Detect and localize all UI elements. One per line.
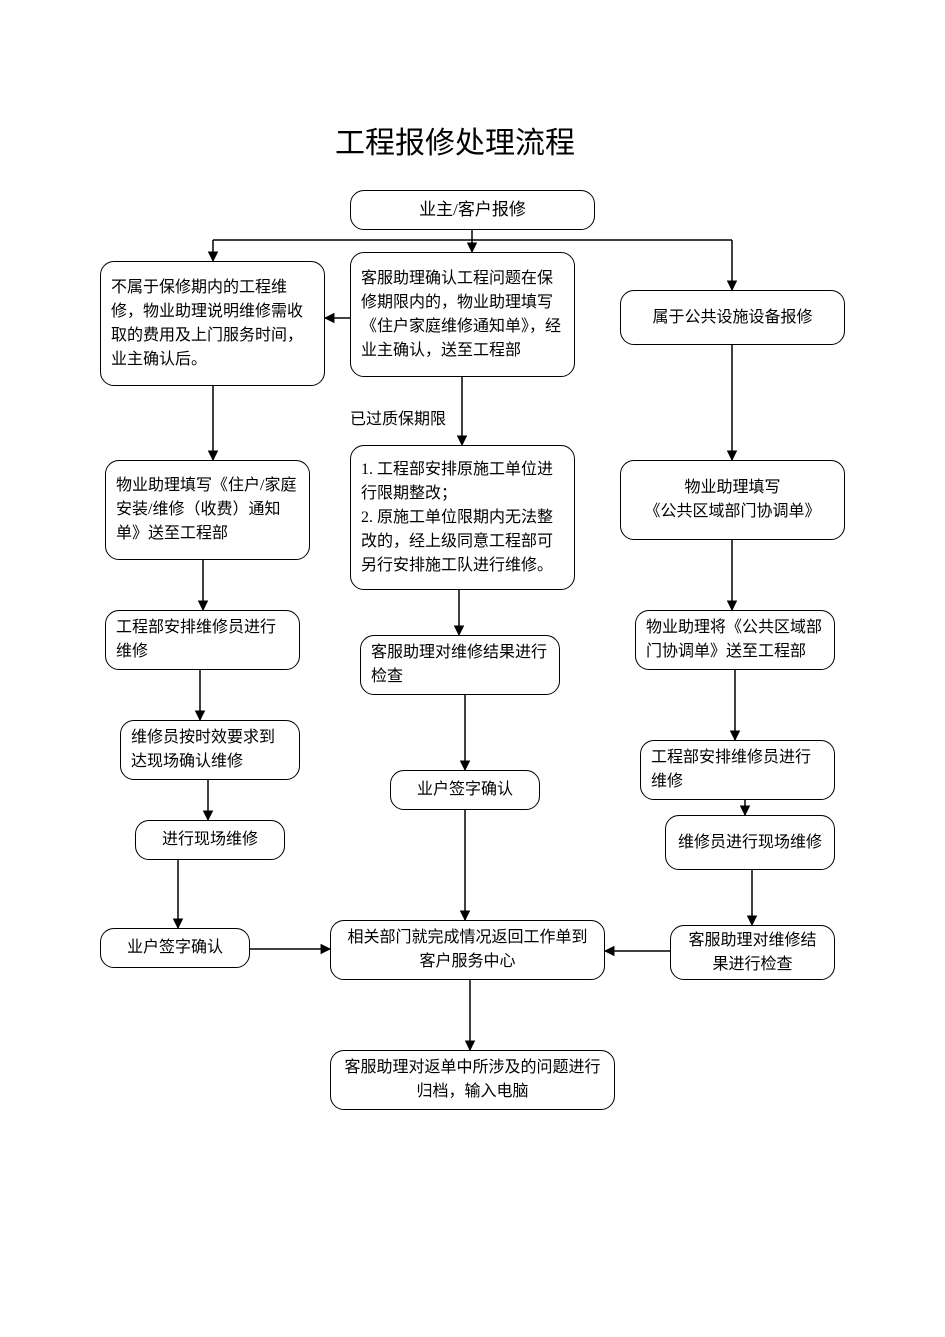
- node-m1: 客服助理确认工程问题在保修期限内的，物业助理填写《住户家庭维修通知单》，经业主确…: [350, 252, 575, 377]
- node-r1: 属于公共设施设备报修: [620, 290, 845, 345]
- node-m4: 业户签字确认: [390, 770, 540, 810]
- node-l2: 物业助理填写《住户/家庭安装/维修（收费）通知单》送至工程部: [105, 460, 310, 560]
- label-expired: 已过质保期限: [350, 405, 446, 429]
- node-r2: 物业助理填写《公共区域部门协调单》: [620, 460, 845, 540]
- diagram-title: 工程报修处理流程: [335, 118, 575, 162]
- node-l3: 工程部安排维修员进行维修: [105, 610, 300, 670]
- node-m2: 1. 工程部安排原施工单位进行限期整改；2. 原施工单位限期内无法整改的，经上级…: [350, 445, 575, 590]
- node-r5: 维修员进行现场维修: [665, 815, 835, 870]
- node-r6: 客服助理对维修结果进行检查: [670, 925, 835, 980]
- node-l6: 业户签字确认: [100, 928, 250, 968]
- node-start: 业主/客户报修: [350, 190, 595, 230]
- node-r4: 工程部安排维修员进行维修: [640, 740, 835, 800]
- node-merge: 相关部门就完成情况返回工作单到客户服务中心: [330, 920, 605, 980]
- node-l1: 不属于保修期内的工程维修，物业助理说明维修需收取的费用及上门服务时间，业主确认后…: [100, 261, 325, 386]
- node-r3: 物业助理将《公共区域部门协调单》送至工程部: [635, 610, 835, 670]
- flowchart-canvas: 工程报修处理流程 业主/客户报修 不属于保修期内的工程维修，物业助理说明维修需收…: [0, 0, 945, 1337]
- node-end: 客服助理对返单中所涉及的问题进行归档，输入电脑: [330, 1050, 615, 1110]
- node-l4: 维修员按时效要求到达现场确认维修: [120, 720, 300, 780]
- node-l5: 进行现场维修: [135, 820, 285, 860]
- node-m3: 客服助理对维修结果进行检查: [360, 635, 560, 695]
